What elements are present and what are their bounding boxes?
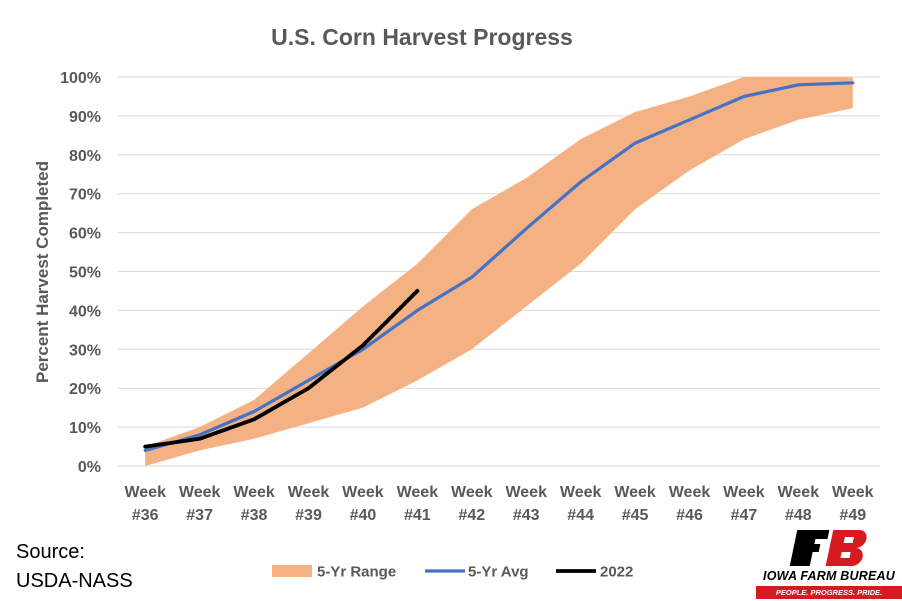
x-axis-ticks: Week #36 Week #37 Week #38 Week #39 Week #40 Week #… (124, 484, 873, 524)
y-tick-label: 40% (69, 303, 101, 320)
fb-logo-mark-icon (789, 530, 867, 566)
x-tick-label: Week #48 (778, 484, 820, 524)
range-band-area (145, 77, 853, 466)
x-tick-label-line: #36 (132, 507, 159, 524)
x-tick-label-line: Week (397, 484, 439, 501)
x-tick-label: Week #43 (505, 484, 547, 524)
y-tick-label: 20% (69, 381, 101, 398)
x-tick-label: Week #46 (669, 484, 711, 524)
x-tick-label: Week #49 (832, 484, 874, 524)
legend-label-range: 5-Yr Range (317, 564, 396, 581)
x-tick-label-line: #43 (513, 507, 540, 524)
x-tick-label-line: #41 (404, 507, 431, 524)
x-tick-label-line: Week (832, 484, 874, 501)
x-tick-label-line: #38 (241, 507, 268, 524)
x-tick-label: Week #42 (451, 484, 493, 524)
y-tick-label: 70% (69, 187, 101, 204)
y-tick-label: 0% (78, 459, 101, 476)
y-axis-ticks: 0% 10% 20% 30% 40% 50% 60% 70% 80% 90% 100% (60, 70, 101, 476)
y-tick-label: 100% (60, 70, 101, 87)
x-tick-label: Week #40 (342, 484, 384, 524)
x-tick-label-line: #49 (839, 507, 866, 524)
x-tick-label-line: Week (778, 484, 820, 501)
series-layer (143, 81, 855, 452)
x-tick-label-line: Week (288, 484, 330, 501)
source-label: Source: (16, 541, 85, 563)
range-band-layer (145, 77, 853, 466)
x-tick-label-line: #39 (295, 507, 322, 524)
x-tick-label: Week #41 (397, 484, 439, 524)
x-tick-label-line: Week (669, 484, 711, 501)
x-tick-label: Week #45 (614, 484, 656, 524)
legend-label-avg: 5-Yr Avg (468, 564, 529, 581)
logo-name: IOWA FARM BUREAU (763, 569, 895, 583)
x-tick-label-line: #44 (567, 507, 594, 524)
x-tick-label-line: Week (179, 484, 221, 501)
y-tick-label: 10% (69, 420, 101, 437)
y-tick-label: 50% (69, 265, 101, 282)
x-tick-label: Week #36 (124, 484, 166, 524)
x-tick-label: Week #44 (560, 484, 602, 524)
x-tick-label-line: #37 (186, 507, 213, 524)
x-tick-label-line: #47 (731, 507, 758, 524)
x-tick-label-line: Week (342, 484, 384, 501)
x-tick-label: Week #47 (723, 484, 765, 524)
legend-label-2022: 2022 (600, 564, 633, 581)
legend-swatch-range (272, 565, 312, 577)
x-tick-label-line: Week (233, 484, 275, 501)
x-tick-label-line: Week (505, 484, 547, 501)
x-tick-label-line: #46 (676, 507, 703, 524)
y-axis-title: Percent Harvest Completed (33, 161, 52, 383)
x-tick-label-line: Week (614, 484, 656, 501)
chart-title: U.S. Corn Harvest Progress (271, 24, 573, 50)
x-tick-label: Week #38 (233, 484, 275, 524)
logo-tagline: PEOPLE. PROGRESS. PRIDE. (756, 586, 902, 599)
x-tick-label-line: #45 (622, 507, 649, 524)
x-tick-label-line: #42 (458, 507, 485, 524)
x-tick-label-line: Week (723, 484, 765, 501)
x-tick-label-line: #48 (785, 507, 812, 524)
series-line-5-yr-avg (143, 81, 855, 452)
y-tick-label: 80% (69, 148, 101, 165)
series-line-2022 (143, 288, 420, 449)
source-value: USDA-NASS (16, 570, 133, 592)
legend: 5-Yr Range 5-Yr Avg 2022 (272, 564, 633, 581)
y-tick-label: 60% (69, 226, 101, 243)
x-tick-label-line: #40 (350, 507, 377, 524)
iowa-farm-bureau-logo: IOWA FARM BUREAU PEOPLE. PROGRESS. PRIDE… (756, 527, 902, 601)
x-tick-label-line: Week (560, 484, 602, 501)
x-tick-label-line: Week (124, 484, 166, 501)
x-tick-label: Week #37 (179, 484, 221, 524)
y-tick-label: 30% (69, 342, 101, 359)
x-tick-label-line: Week (451, 484, 493, 501)
x-tick-label: Week #39 (288, 484, 330, 524)
source-note: Source: USDA-NASS (16, 538, 133, 596)
y-tick-label: 90% (69, 109, 101, 126)
